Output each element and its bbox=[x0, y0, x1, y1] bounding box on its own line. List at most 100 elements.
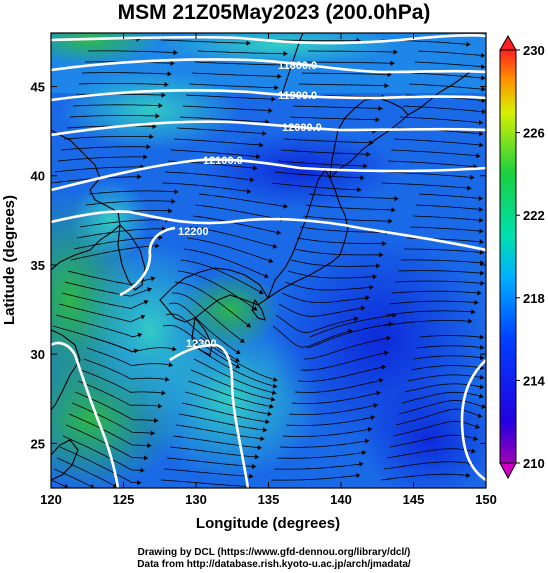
streamline bbox=[273, 463, 364, 470]
streamline-arrow-icon bbox=[467, 185, 472, 191]
streamline bbox=[414, 61, 486, 68]
streamline-arrow-icon bbox=[147, 287, 152, 293]
streamline bbox=[308, 50, 398, 53]
streamline-arrow-icon bbox=[376, 390, 381, 396]
streamline bbox=[401, 391, 484, 404]
streamline-arrow-icon bbox=[152, 123, 157, 129]
streamline bbox=[172, 292, 245, 344]
streamline-arrow-icon bbox=[171, 346, 177, 352]
streamline bbox=[288, 404, 378, 415]
streamline-arrow-icon bbox=[161, 390, 166, 396]
streamline bbox=[55, 314, 143, 338]
streamline-arrow-icon bbox=[388, 321, 393, 327]
streamline-arrow-icon bbox=[479, 374, 485, 380]
streamline-arrow-icon bbox=[273, 376, 278, 382]
streamline bbox=[407, 374, 485, 382]
streamline bbox=[387, 160, 478, 168]
streamline bbox=[88, 190, 179, 195]
streamline-arrow-icon bbox=[392, 312, 397, 319]
streamline bbox=[283, 138, 374, 144]
streamline bbox=[287, 270, 377, 279]
streamline-arrow-icon bbox=[252, 463, 257, 470]
streamline bbox=[187, 380, 274, 408]
streamline bbox=[168, 302, 241, 355]
streamline bbox=[416, 345, 485, 349]
streamline-arrow-icon bbox=[157, 403, 163, 409]
streamline bbox=[178, 413, 268, 431]
streamline-arrow-icon bbox=[274, 85, 279, 91]
streamline-arrow-icon bbox=[254, 454, 260, 460]
streamline bbox=[191, 72, 282, 77]
streamline-arrow-icon bbox=[373, 403, 378, 409]
streamline bbox=[276, 451, 367, 459]
streamline bbox=[292, 105, 383, 109]
streamline-arrow-icon bbox=[481, 75, 486, 81]
streamline-arrow-icon bbox=[372, 274, 377, 280]
streamline-arrow-icon bbox=[258, 289, 264, 295]
page-title: MSM 21Z05May2023 (200.0hPa) bbox=[117, 1, 431, 24]
streamline bbox=[57, 156, 148, 162]
streamline bbox=[277, 160, 368, 167]
streamline-arrow-icon bbox=[283, 51, 288, 57]
streamline-arrow-icon bbox=[246, 188, 252, 194]
colorbar-tick-label: 226 bbox=[523, 126, 545, 141]
streamline-arrow-icon bbox=[257, 444, 262, 451]
streamline bbox=[309, 314, 397, 338]
y-axis-label: Latitude (degrees) bbox=[1, 195, 18, 325]
streamline-arrow-icon bbox=[149, 134, 154, 140]
streamline bbox=[163, 468, 254, 477]
streamline-arrow-icon bbox=[356, 472, 361, 479]
streamline-arrow-icon bbox=[386, 335, 391, 341]
streamline-arrow-icon bbox=[272, 383, 278, 389]
streamline bbox=[281, 292, 370, 304]
streamline-arrow-icon bbox=[479, 217, 484, 223]
x-tick-label: 140 bbox=[330, 492, 352, 507]
streamline bbox=[71, 402, 155, 434]
streamline-arrow-icon bbox=[477, 290, 482, 296]
streamline-arrow-icon bbox=[366, 151, 371, 157]
streamline bbox=[89, 336, 177, 353]
streamline-arrow-icon bbox=[235, 363, 240, 369]
colorbar-tick-label: 218 bbox=[523, 291, 545, 306]
streamline-arrow-icon bbox=[382, 241, 387, 247]
streamline-arrow-icon bbox=[259, 142, 264, 148]
streamline bbox=[404, 248, 484, 254]
streamline-arrow-icon bbox=[161, 92, 166, 98]
streamline bbox=[393, 138, 484, 146]
streamline bbox=[280, 149, 371, 155]
streamline bbox=[411, 72, 486, 79]
streamline bbox=[398, 399, 486, 415]
streamline-arrow-icon bbox=[137, 332, 143, 338]
colorbar-tick-label: 230 bbox=[523, 43, 545, 58]
streamline-arrow-icon bbox=[369, 284, 374, 291]
streamline bbox=[291, 391, 381, 404]
streamline-arrow-icon bbox=[480, 270, 485, 276]
colorbar-tick-label: 222 bbox=[523, 208, 545, 223]
streamline bbox=[278, 303, 366, 317]
streamline bbox=[172, 435, 262, 449]
streamline bbox=[83, 358, 170, 381]
contour-label: 12200 bbox=[178, 226, 209, 238]
streamline-arrow-icon bbox=[263, 273, 269, 279]
contour-label: 12000.0 bbox=[282, 122, 322, 134]
colorbar-bottom-arrow-icon bbox=[499, 462, 517, 480]
streamline bbox=[401, 259, 485, 264]
streamline bbox=[384, 171, 475, 179]
streamline-arrow-icon bbox=[262, 130, 267, 137]
streamline-arrow-icon bbox=[480, 52, 486, 58]
streamline-arrow-icon bbox=[161, 226, 166, 232]
streamline bbox=[282, 428, 373, 437]
streamline-arrow-icon bbox=[478, 119, 483, 126]
x-tick-label: 125 bbox=[113, 492, 135, 507]
streamline bbox=[193, 358, 277, 394]
streamline-arrow-icon bbox=[388, 218, 393, 224]
streamline-arrow-icon bbox=[164, 81, 169, 88]
streamline bbox=[284, 281, 374, 291]
colorbar: 230 226 222 218 214 210 bbox=[499, 34, 545, 480]
streamline bbox=[388, 300, 479, 305]
streamline bbox=[70, 245, 160, 261]
streamline bbox=[402, 105, 486, 113]
x-axis-label: Longitude (degrees) bbox=[196, 515, 340, 532]
y-tick-label: 45 bbox=[31, 80, 45, 95]
streamline-arrow-icon bbox=[234, 357, 240, 362]
